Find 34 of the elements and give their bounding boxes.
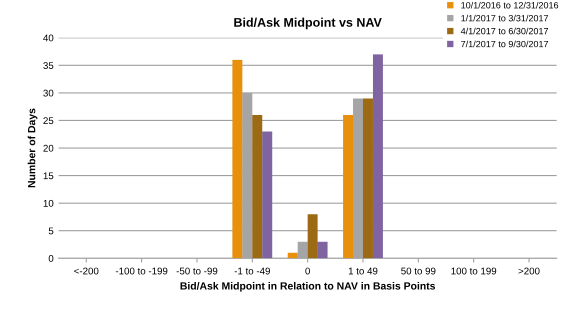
x-tick-label: >200 xyxy=(518,268,540,274)
bar xyxy=(343,114,354,258)
x-tick-label: <-200 xyxy=(74,268,98,274)
legend-label: 7/1/2017 to 9/30/2017 xyxy=(461,40,548,48)
legend-label: 10/1/2016 to 12/31/2016 xyxy=(461,2,558,8)
x-tick-label: -1 to -49 xyxy=(234,268,270,274)
y-tick-label: 15 xyxy=(44,172,54,180)
y-tick-label: 0 xyxy=(48,255,54,262)
x-tick-label: -50 to -99 xyxy=(176,268,218,274)
y-tick-label: 30 xyxy=(43,90,54,97)
x-tick-label: 100 to 199 xyxy=(451,268,496,274)
y-tick-label: 20 xyxy=(43,144,54,152)
legend-label: 4/1/2017 to 6/30/2017 xyxy=(460,28,548,34)
x-axis-title: Bid/Ask Midpoint in Relation to NAV in Basis Points xyxy=(180,282,436,292)
y-tick-label: 40 xyxy=(43,34,54,42)
bar xyxy=(308,214,318,258)
chart-title: Bid/Ask Midpoint vs NAV xyxy=(234,18,382,30)
y-axis-title: Number of Days xyxy=(28,108,38,188)
x-tick-label: -100 to -199 xyxy=(116,268,168,274)
x-tick-label: 1 to 49 xyxy=(348,268,378,274)
x-tick-label: 50 to 99 xyxy=(401,268,436,274)
legend-label: 1/1/2017 to 3/31/2017 xyxy=(461,14,548,22)
y-tick-label: 35 xyxy=(43,62,54,69)
bar xyxy=(262,132,272,258)
bar xyxy=(372,54,383,258)
bar xyxy=(288,252,298,258)
y-tick-label: 5 xyxy=(48,228,54,234)
bar xyxy=(318,242,328,258)
y-tick-label: 10 xyxy=(44,200,54,207)
y-tick-label: 25 xyxy=(43,117,54,124)
bar xyxy=(252,114,262,258)
bar xyxy=(362,98,373,258)
bar xyxy=(232,60,242,258)
x-tick-label: 0 xyxy=(305,268,310,274)
